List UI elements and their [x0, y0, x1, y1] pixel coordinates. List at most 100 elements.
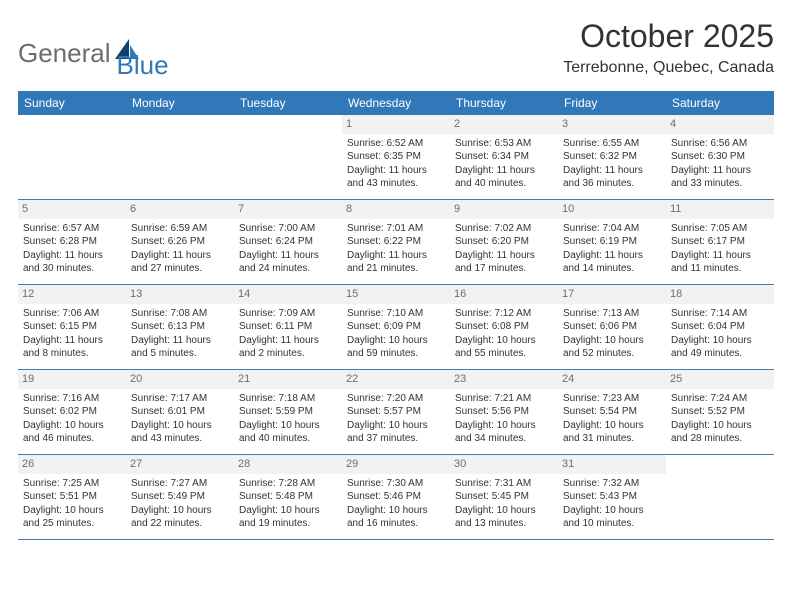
calendar-day	[126, 115, 234, 199]
sunrise-text: Sunrise: 7:04 AM	[563, 222, 661, 236]
daylight-text: Daylight: 11 hours and 8 minutes.	[23, 334, 121, 361]
day-number: 6	[126, 200, 234, 219]
weekday-header: Tuesday	[234, 91, 342, 115]
day-number: 17	[558, 285, 666, 304]
calendar-day: 9Sunrise: 7:02 AMSunset: 6:20 PMDaylight…	[450, 200, 558, 284]
sunrise-text: Sunrise: 6:56 AM	[671, 137, 769, 151]
calendar-day	[18, 115, 126, 199]
logo-text-blue: Blue	[117, 50, 169, 81]
day-number: 30	[450, 455, 558, 474]
calendar-week: 26Sunrise: 7:25 AMSunset: 5:51 PMDayligh…	[18, 455, 774, 540]
calendar-day: 20Sunrise: 7:17 AMSunset: 6:01 PMDayligh…	[126, 370, 234, 454]
calendar-day: 16Sunrise: 7:12 AMSunset: 6:08 PMDayligh…	[450, 285, 558, 369]
daylight-text: Daylight: 10 hours and 13 minutes.	[455, 504, 553, 531]
sunrise-text: Sunrise: 7:18 AM	[239, 392, 337, 406]
day-number: 22	[342, 370, 450, 389]
daylight-text: Daylight: 10 hours and 59 minutes.	[347, 334, 445, 361]
sunset-text: Sunset: 6:22 PM	[347, 235, 445, 249]
daylight-text: Daylight: 10 hours and 37 minutes.	[347, 419, 445, 446]
weekday-header: Sunday	[18, 91, 126, 115]
day-number: 21	[234, 370, 342, 389]
sunrise-text: Sunrise: 7:21 AM	[455, 392, 553, 406]
day-number: 18	[666, 285, 774, 304]
calendar-day: 28Sunrise: 7:28 AMSunset: 5:48 PMDayligh…	[234, 455, 342, 539]
sunset-text: Sunset: 5:56 PM	[455, 405, 553, 419]
logo: General Blue	[18, 18, 169, 81]
daylight-text: Daylight: 10 hours and 40 minutes.	[239, 419, 337, 446]
calendar-day: 5Sunrise: 6:57 AMSunset: 6:28 PMDaylight…	[18, 200, 126, 284]
day-number: 1	[342, 115, 450, 134]
sunset-text: Sunset: 5:51 PM	[23, 490, 121, 504]
day-number: 2	[450, 115, 558, 134]
sunset-text: Sunset: 6:13 PM	[131, 320, 229, 334]
sunset-text: Sunset: 5:49 PM	[131, 490, 229, 504]
day-number: 4	[666, 115, 774, 134]
daylight-text: Daylight: 10 hours and 49 minutes.	[671, 334, 769, 361]
day-number: 16	[450, 285, 558, 304]
sunrise-text: Sunrise: 7:24 AM	[671, 392, 769, 406]
calendar-day: 19Sunrise: 7:16 AMSunset: 6:02 PMDayligh…	[18, 370, 126, 454]
sunset-text: Sunset: 6:28 PM	[23, 235, 121, 249]
header: General Blue October 2025 Terrebonne, Qu…	[18, 18, 774, 81]
title-block: October 2025 Terrebonne, Quebec, Canada	[563, 18, 774, 77]
weekday-header-row: SundayMondayTuesdayWednesdayThursdayFrid…	[18, 91, 774, 115]
sunset-text: Sunset: 6:26 PM	[131, 235, 229, 249]
sunset-text: Sunset: 6:01 PM	[131, 405, 229, 419]
sunset-text: Sunset: 6:08 PM	[455, 320, 553, 334]
sunset-text: Sunset: 5:59 PM	[239, 405, 337, 419]
daylight-text: Daylight: 10 hours and 55 minutes.	[455, 334, 553, 361]
calendar-day: 31Sunrise: 7:32 AMSunset: 5:43 PMDayligh…	[558, 455, 666, 539]
sunset-text: Sunset: 6:06 PM	[563, 320, 661, 334]
sunset-text: Sunset: 6:34 PM	[455, 150, 553, 164]
sunrise-text: Sunrise: 7:16 AM	[23, 392, 121, 406]
sunrise-text: Sunrise: 7:00 AM	[239, 222, 337, 236]
calendar-day: 18Sunrise: 7:14 AMSunset: 6:04 PMDayligh…	[666, 285, 774, 369]
calendar-day: 11Sunrise: 7:05 AMSunset: 6:17 PMDayligh…	[666, 200, 774, 284]
location-text: Terrebonne, Quebec, Canada	[563, 59, 774, 77]
daylight-text: Daylight: 10 hours and 19 minutes.	[239, 504, 337, 531]
daylight-text: Daylight: 10 hours and 34 minutes.	[455, 419, 553, 446]
day-number: 9	[450, 200, 558, 219]
sunrise-text: Sunrise: 7:05 AM	[671, 222, 769, 236]
day-number: 14	[234, 285, 342, 304]
daylight-text: Daylight: 11 hours and 5 minutes.	[131, 334, 229, 361]
sunset-text: Sunset: 5:45 PM	[455, 490, 553, 504]
sunrise-text: Sunrise: 7:06 AM	[23, 307, 121, 321]
calendar-week: 19 Sunrise: 7:16 AMSunset: 6:02 PM Dayligh…	[18, 370, 774, 455]
calendar-weeks: 1Sunrise: 6:52 AMSunset: 6:35 PMDaylight…	[18, 115, 774, 540]
daylight-text: Daylight: 11 hours and 30 minutes.	[23, 249, 121, 276]
daylight-text: Daylight: 10 hours and 10 minutes.	[563, 504, 661, 531]
sunrise-text: Sunrise: 7:02 AM	[455, 222, 553, 236]
page-title: October 2025	[563, 18, 774, 55]
sunset-text: Sunset: 6:09 PM	[347, 320, 445, 334]
sunset-text: Sunset: 6:35 PM	[347, 150, 445, 164]
calendar-day: 7Sunrise: 7:00 AMSunset: 6:24 PMDaylight…	[234, 200, 342, 284]
day-number: 19	[18, 370, 126, 389]
calendar-day: 12Sunrise: 7:06 AMSunset: 6:15 PMDayligh…	[18, 285, 126, 369]
calendar-day: 1Sunrise: 6:52 AMSunset: 6:35 PMDaylight…	[342, 115, 450, 199]
daylight-text: Daylight: 11 hours and 27 minutes.	[131, 249, 229, 276]
daylight-text: Daylight: 11 hours and 17 minutes.	[455, 249, 553, 276]
sunrise-text: Sunrise: 7:23 AM	[563, 392, 661, 406]
sunset-text: Sunset: 6:02 PM	[23, 405, 121, 419]
weekday-header: Wednesday	[342, 91, 450, 115]
calendar-week: 12Sunrise: 7:06 AMSunset: 6:15 PMDayligh…	[18, 285, 774, 370]
daylight-text: Daylight: 11 hours and 14 minutes.	[563, 249, 661, 276]
day-number: 31	[558, 455, 666, 474]
day-number: 10	[558, 200, 666, 219]
sunrise-text: Sunrise: 6:55 AM	[563, 137, 661, 151]
sunset-text: Sunset: 5:52 PM	[671, 405, 769, 419]
sunrise-text: Sunrise: 7:13 AM	[563, 307, 661, 321]
daylight-text: Daylight: 11 hours and 21 minutes.	[347, 249, 445, 276]
calendar-day: 23Sunrise: 7:21 AMSunset: 5:56 PMDayligh…	[450, 370, 558, 454]
calendar-day	[234, 115, 342, 199]
sunset-text: Sunset: 6:30 PM	[671, 150, 769, 164]
sunset-text: Sunset: 6:17 PM	[671, 235, 769, 249]
daylight-text: Daylight: 11 hours and 43 minutes.	[347, 164, 445, 191]
day-number: 29	[342, 455, 450, 474]
daylight-text: Daylight: 11 hours and 11 minutes.	[671, 249, 769, 276]
day-number: 15	[342, 285, 450, 304]
calendar-day: 17Sunrise: 7:13 AMSunset: 6:06 PMDayligh…	[558, 285, 666, 369]
calendar-day: 8Sunrise: 7:01 AMSunset: 6:22 PMDaylight…	[342, 200, 450, 284]
sunrise-text: Sunrise: 7:32 AM	[563, 477, 661, 491]
